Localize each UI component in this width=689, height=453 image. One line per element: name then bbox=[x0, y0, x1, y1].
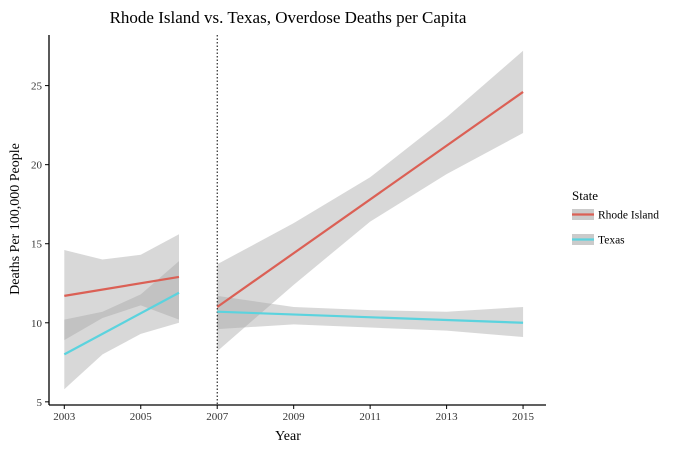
axis-ticks: 2003 2005 2007 2009 2011 2013 2015 5 10 15 20 25 bbox=[31, 81, 535, 423]
chart-title: Rhode Island vs. Texas, Overdose Deaths … bbox=[110, 8, 467, 27]
x-tick-label: 2005 bbox=[130, 411, 153, 423]
confidence-band-texas-1 bbox=[64, 261, 179, 390]
x-tick-label: 2011 bbox=[359, 411, 381, 423]
y-tick-label: 20 bbox=[31, 160, 43, 172]
x-tick-label: 2003 bbox=[53, 411, 76, 423]
x-tick-label: 2015 bbox=[512, 411, 535, 423]
legend-label-rhode-island: Rhode Island bbox=[598, 210, 659, 222]
y-tick-label: 25 bbox=[31, 81, 43, 93]
legend: State Rhode Island Texas bbox=[572, 188, 659, 247]
x-tick-label: 2007 bbox=[206, 411, 229, 423]
plot-area bbox=[63, 35, 524, 405]
fit-line-texas-2 bbox=[217, 310, 524, 324]
y-tick-label: 15 bbox=[31, 239, 43, 251]
x-axis-title: Year bbox=[275, 429, 301, 444]
y-tick-label: 10 bbox=[31, 318, 43, 330]
x-tick-label: 2009 bbox=[283, 411, 306, 423]
legend-label-texas: Texas bbox=[598, 235, 625, 247]
x-tick-label: 2013 bbox=[436, 411, 459, 423]
legend-title: State bbox=[572, 188, 598, 203]
fit-line-rhode-island-1 bbox=[64, 275, 180, 297]
fit-line-rhode-island-2 bbox=[216, 91, 524, 308]
fit-line-texas-1 bbox=[63, 291, 180, 356]
y-tick-label: 5 bbox=[37, 397, 43, 409]
confidence-band-rhode-island-2 bbox=[217, 50, 524, 352]
y-axis-title: Deaths Per 100,000 People bbox=[8, 143, 23, 295]
